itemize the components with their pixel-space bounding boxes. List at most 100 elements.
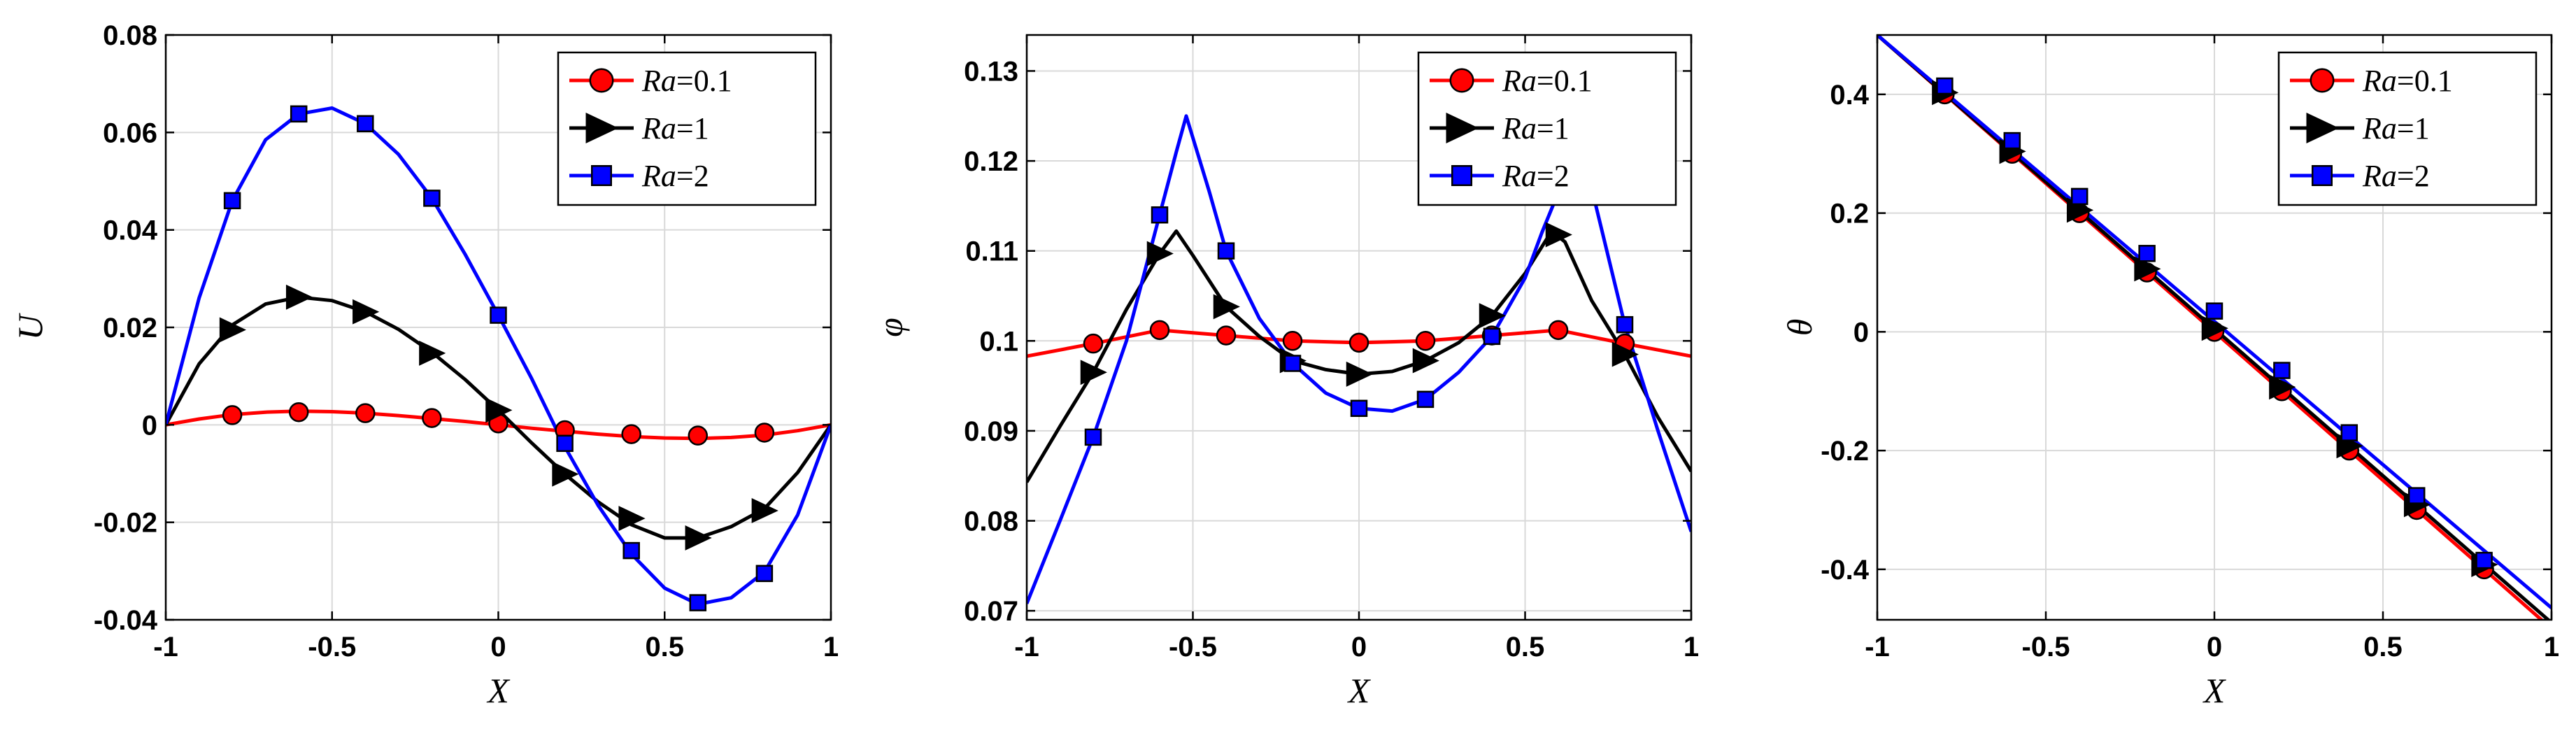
legend-marker-1 bbox=[2306, 113, 2340, 143]
data-point-s1 bbox=[1545, 222, 1572, 248]
legend-label-1: Ra=1 bbox=[1502, 111, 1570, 146]
legend-marker-2 bbox=[1451, 165, 1472, 186]
x-tick-label: -0.5 bbox=[1169, 632, 1217, 662]
legend: Ra=0.1 Ra=1 Ra=2 bbox=[1417, 51, 1677, 206]
data-point-s2 bbox=[2003, 132, 2021, 150]
legend-label-1: Ra=1 bbox=[641, 111, 709, 146]
x-tick-label: -0.5 bbox=[308, 632, 356, 662]
legend-label-0: Ra=0.1 bbox=[1502, 64, 1593, 98]
y-axis-label: φ bbox=[871, 318, 910, 337]
data-point-s2 bbox=[2273, 362, 2291, 379]
legend-label-1: Ra=1 bbox=[2362, 111, 2430, 146]
data-point-s0 bbox=[688, 425, 709, 446]
series-line-2 bbox=[1877, 35, 2552, 609]
data-point-s1 bbox=[2269, 374, 2296, 400]
y-tick-label: 0.4 bbox=[1830, 80, 1869, 111]
y-tick-label: -0.4 bbox=[1821, 555, 1870, 586]
legend-marker-1 bbox=[1446, 113, 1479, 143]
data-point-s1 bbox=[2201, 315, 2228, 341]
x-tick-label: -0.5 bbox=[2022, 632, 2070, 662]
data-point-s1 bbox=[219, 317, 247, 343]
legend-marker-2 bbox=[2312, 165, 2333, 186]
x-tick-label: 1 bbox=[1684, 632, 1699, 662]
y-tick-label: 0.09 bbox=[964, 416, 1018, 447]
y-tick-label: 0.06 bbox=[103, 118, 157, 148]
data-point-s2 bbox=[290, 105, 308, 123]
data-point-s0 bbox=[422, 408, 442, 428]
data-point-s1 bbox=[419, 340, 446, 366]
data-point-s1 bbox=[485, 397, 513, 423]
data-point-s0 bbox=[1083, 333, 1104, 354]
data-point-s2 bbox=[1283, 355, 1302, 372]
y-tick-label: 0.13 bbox=[964, 56, 1018, 87]
x-tick-label: 0 bbox=[2207, 632, 2222, 662]
chart-theta: -1 -0.5 0 0.5 1-0.4-0.200.20.4XθRa=0.1Ra=1Ra… bbox=[1780, 34, 2559, 710]
x-tick-label: -1 bbox=[1014, 632, 1039, 662]
data-point-s1 bbox=[353, 299, 380, 325]
x-axis-label: X bbox=[1347, 671, 1372, 710]
legend-marker-0 bbox=[2310, 68, 2335, 93]
x-tick-label: 0.5 bbox=[1506, 632, 1545, 662]
data-point-s2 bbox=[423, 190, 441, 207]
y-tick-label: 0 bbox=[1853, 317, 1869, 348]
y-tick-label: -0.04 bbox=[94, 605, 158, 636]
legend: Ra=0.1 Ra=1 Ra=2 bbox=[2277, 51, 2538, 206]
legend-label-0: Ra=0.1 bbox=[2362, 64, 2453, 98]
data-point-s1 bbox=[1146, 241, 1174, 267]
legend-marker-2 bbox=[591, 165, 612, 186]
data-point-s0 bbox=[1349, 332, 1369, 353]
y-tick-label: 0 bbox=[142, 410, 157, 441]
legend-label-2: Ra=2 bbox=[2362, 159, 2430, 193]
data-point-s2 bbox=[1084, 428, 1102, 446]
data-point-s0 bbox=[288, 402, 309, 423]
data-point-s1 bbox=[618, 506, 646, 532]
data-point-s1 bbox=[685, 525, 712, 551]
data-point-s1 bbox=[1213, 294, 1240, 320]
data-point-s1 bbox=[1611, 341, 1639, 367]
data-point-s2 bbox=[556, 434, 574, 453]
x-tick-label: 0.5 bbox=[2363, 632, 2403, 662]
data-point-s2 bbox=[223, 192, 241, 210]
y-tick-label: 0.02 bbox=[103, 313, 157, 343]
legend-label-2: Ra=2 bbox=[641, 159, 709, 193]
data-point-s2 bbox=[2205, 302, 2223, 320]
data-point-s2 bbox=[1217, 242, 1235, 260]
y-tick-label: 0.1 bbox=[979, 326, 1018, 357]
data-point-s2 bbox=[755, 565, 774, 583]
y-tick-label: 0.04 bbox=[103, 215, 158, 246]
data-point-s1 bbox=[2134, 256, 2161, 282]
data-point-s0 bbox=[355, 403, 376, 423]
data-point-s1 bbox=[1479, 303, 1506, 329]
data-point-s2 bbox=[2407, 487, 2426, 504]
data-point-s1 bbox=[1080, 360, 1107, 385]
data-point-s2 bbox=[2138, 245, 2156, 262]
data-point-s0 bbox=[1282, 331, 1303, 351]
data-point-s2 bbox=[357, 115, 374, 133]
x-tick-label: -1 bbox=[153, 632, 178, 662]
y-axis-label: U bbox=[10, 313, 50, 340]
x-axis-label: X bbox=[486, 671, 511, 710]
x-tick-label: 0.5 bbox=[645, 632, 684, 662]
legend-label-2: Ra=2 bbox=[1502, 159, 1570, 193]
y-tick-label: 0.2 bbox=[1830, 199, 1869, 229]
data-point-s0 bbox=[1149, 320, 1170, 341]
data-point-s2 bbox=[689, 594, 707, 611]
data-point-s0 bbox=[1415, 331, 1436, 351]
y-tick-label: 0.08 bbox=[964, 506, 1018, 537]
data-point-s1 bbox=[751, 497, 778, 523]
data-point-s0 bbox=[222, 405, 243, 425]
y-axis-label: θ bbox=[1780, 319, 1819, 336]
data-point-s1 bbox=[1346, 361, 1373, 387]
y-tick-label: 0.11 bbox=[965, 236, 1018, 267]
legend-marker-0 bbox=[1449, 68, 1474, 93]
data-point-s2 bbox=[1616, 315, 1634, 334]
y-tick-label: -0.02 bbox=[94, 508, 157, 539]
data-point-s2 bbox=[622, 541, 640, 560]
data-point-s0 bbox=[754, 423, 775, 443]
x-tick-label: 1 bbox=[2544, 632, 2559, 662]
chart-phi: -1 -0.5 0 0.5 1 0.07 0.08 0.09 0.1 0.11 0.12 0.13 Xφ… bbox=[871, 34, 1699, 710]
data-point-s2 bbox=[1936, 77, 1954, 95]
data-point-s2 bbox=[1483, 327, 1501, 346]
